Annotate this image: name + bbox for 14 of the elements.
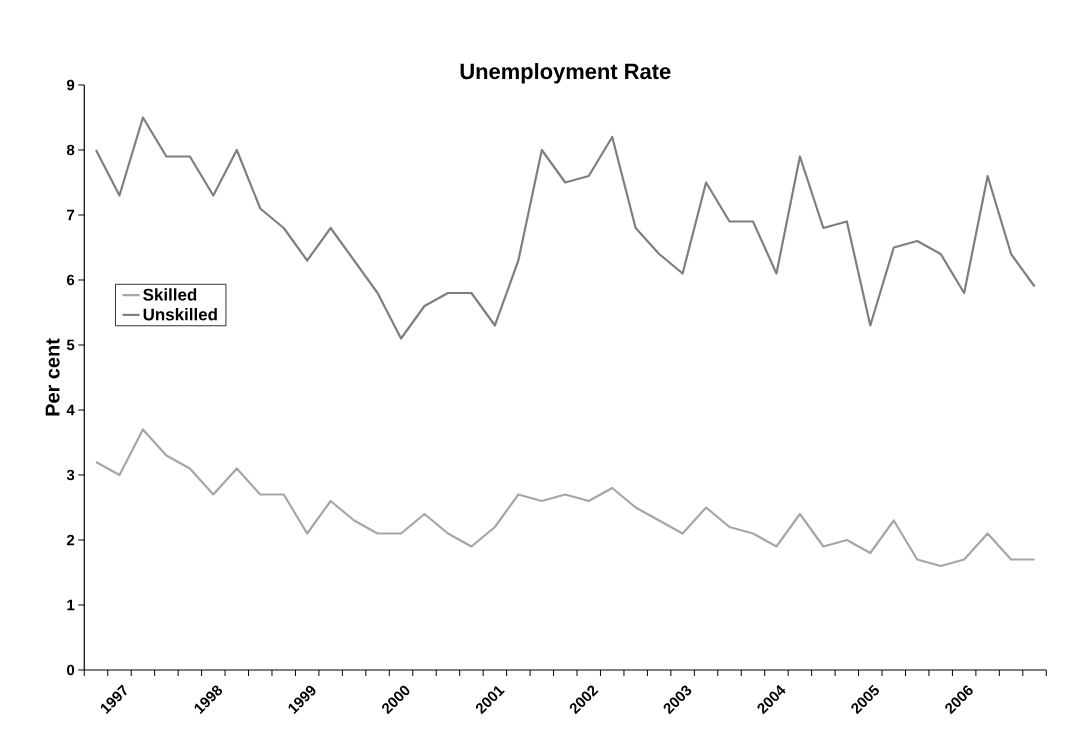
y-tick-label: 6 — [66, 274, 75, 286]
legend-label: Skilled — [143, 288, 197, 301]
y-tick-label: 2 — [66, 534, 75, 546]
y-axis-title: Per cent — [45, 338, 60, 416]
y-tick-label: 5 — [66, 339, 75, 351]
chart-title: Unemployment Rate — [460, 63, 671, 84]
y-tick-label: 9 — [66, 79, 75, 91]
y-tick-label: 1 — [67, 599, 75, 611]
legend-label: Unskilled — [143, 308, 217, 321]
y-tick-label: 4 — [66, 404, 75, 416]
y-tick-label: 7 — [67, 209, 75, 221]
y-tick-label: 0 — [67, 664, 75, 676]
y-tick-label: 3 — [66, 469, 75, 481]
y-tick-label: 8 — [66, 144, 75, 156]
